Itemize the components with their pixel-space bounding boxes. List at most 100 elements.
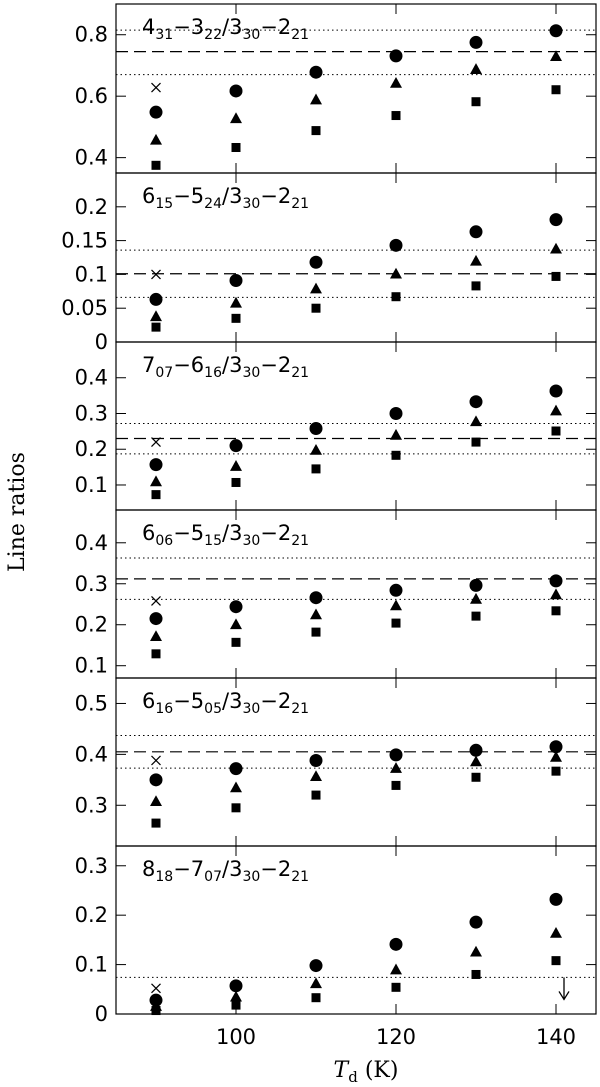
- circle-marker: [309, 753, 323, 767]
- triangle-marker: [550, 404, 562, 416]
- triangle-marker: [390, 428, 402, 440]
- panel-title: 431−322/330−221: [142, 15, 309, 43]
- x-axis: 100 120 140: [216, 1025, 576, 1049]
- cross-stroke: [151, 596, 161, 606]
- cross-stroke: [151, 755, 161, 766]
- circle-marker: [229, 600, 243, 614]
- square-marker: [391, 618, 401, 628]
- triangle-marker: [230, 990, 242, 1002]
- square-marker: [151, 160, 161, 170]
- square-marker: [391, 450, 401, 460]
- panel-1: 0.4 0.6 0.8 431−322/330−221: [75, 3, 597, 174]
- y-tick-label: 0.8: [75, 23, 108, 47]
- square-marker: [551, 271, 561, 281]
- circle-marker: [149, 292, 163, 306]
- square-marker: [551, 426, 561, 436]
- circle-marker: [469, 915, 483, 929]
- triangle-marker: [470, 755, 482, 767]
- y-tick-label: 0.1: [75, 654, 108, 678]
- cross-stroke: [151, 437, 161, 448]
- square-marker: [231, 803, 241, 813]
- panels: 0.4 0.6 0.8 431−322/330−221 0 0.05 0.1 0.15 0.2 6…: [61, 3, 597, 1026]
- triangle-marker: [150, 310, 162, 322]
- triangle-marker: [390, 963, 402, 975]
- triangle-marker: [150, 795, 162, 806]
- square-marker: [311, 627, 321, 637]
- panel-4: 0.1 0.2 0.3 0.4 606−515/330−221: [75, 509, 597, 679]
- circle-marker: [549, 384, 563, 398]
- circle-marker: [229, 439, 243, 453]
- square-marker: [391, 982, 401, 992]
- y-tick-label: 0.1: [75, 953, 108, 977]
- panel-title: 615−524/330−221: [142, 184, 309, 212]
- circle-marker: [229, 273, 243, 287]
- circle-marker: [229, 762, 243, 776]
- circle-marker: [309, 591, 323, 605]
- square-marker: [471, 281, 481, 291]
- square-marker: [231, 477, 241, 487]
- triangle-marker: [150, 133, 162, 145]
- circle-marker: [149, 105, 163, 119]
- square-marker: [151, 649, 161, 659]
- circle-marker: [309, 255, 323, 269]
- triangle-marker: [310, 93, 322, 105]
- y-tick-label: 0: [95, 330, 108, 354]
- y-tick-label: 0.2: [75, 195, 108, 219]
- square-marker: [471, 969, 481, 979]
- triangle-marker: [150, 630, 162, 642]
- triangle-marker: [550, 750, 562, 762]
- triangle-marker: [550, 588, 562, 600]
- circle-marker: [469, 35, 483, 49]
- square-marker: [311, 126, 321, 136]
- square-marker: [471, 611, 481, 621]
- arrow-head: [558, 991, 570, 1001]
- panel-title: 707−616/330−221: [142, 353, 309, 381]
- square-marker: [551, 85, 561, 95]
- circle-marker: [549, 24, 563, 38]
- circle-marker: [549, 740, 563, 754]
- cross-marker: [151, 269, 161, 280]
- panel-title: 616−505/330−221: [142, 689, 309, 717]
- triangle-marker: [310, 443, 322, 455]
- y-tick-label: 0.6: [75, 84, 108, 108]
- circle-marker: [149, 773, 163, 787]
- triangle-marker: [470, 63, 482, 74]
- cross-stroke: [151, 269, 161, 280]
- cross-marker: [151, 755, 161, 766]
- square-marker: [471, 437, 481, 447]
- y-tick-label: 0.4: [75, 531, 108, 555]
- x-tick-label: 140: [536, 1025, 576, 1049]
- panel-2: 0 0.05 0.1 0.15 0.2 615−524/330−221: [61, 172, 597, 354]
- y-tick-label: 0.2: [75, 903, 108, 927]
- circle-marker: [309, 65, 323, 79]
- triangle-marker: [390, 762, 402, 773]
- circle-marker: [549, 892, 563, 906]
- circle-marker: [389, 937, 403, 951]
- triangle-marker: [310, 282, 322, 294]
- square-marker: [151, 490, 161, 500]
- y-axis-label: Line ratios: [5, 452, 30, 572]
- circle-marker: [309, 959, 323, 973]
- triangle-marker: [230, 460, 242, 471]
- square-marker: [391, 292, 401, 302]
- square-marker: [311, 993, 321, 1003]
- y-tick-label: 0.1: [75, 473, 108, 497]
- y-tick-label: 0.4: [75, 366, 108, 390]
- panel-3: 0.1 0.2 0.3 0.4 707−616/330−221: [75, 341, 597, 511]
- triangle-marker: [230, 618, 242, 630]
- square-marker: [471, 97, 481, 107]
- circle-marker: [229, 979, 243, 993]
- y-tick-label: 0.4: [75, 742, 108, 766]
- panel-title: 818−707/330−221: [142, 857, 309, 885]
- square-marker: [391, 780, 401, 790]
- triangle-marker: [390, 267, 402, 279]
- square-marker: [231, 313, 241, 323]
- circle-marker: [469, 395, 483, 409]
- panel-title: 606−515/330−221: [142, 521, 309, 549]
- panel-6: 0 0.1 0.2 0.3 818−707/330−221: [75, 845, 597, 1026]
- circle-marker: [469, 578, 483, 592]
- cross-marker: [151, 983, 161, 994]
- circle-marker: [229, 84, 243, 98]
- circle-marker: [149, 458, 163, 472]
